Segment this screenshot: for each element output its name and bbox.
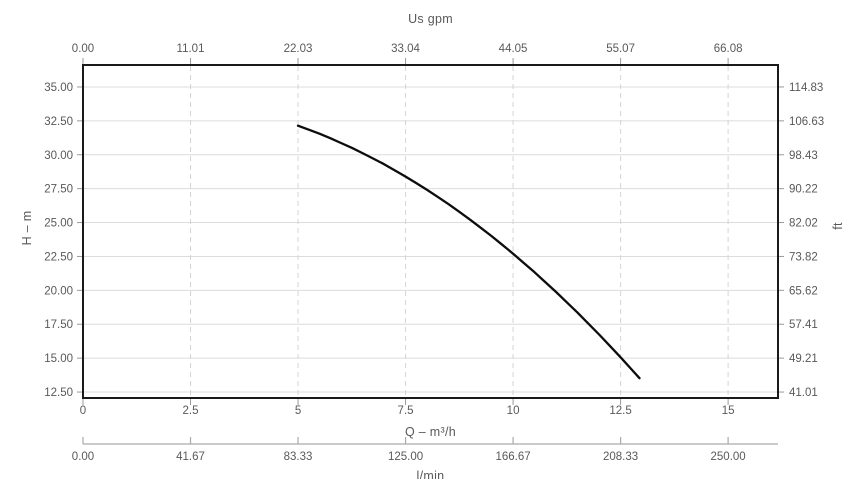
right-tick-label: 114.83: [789, 82, 823, 94]
y-tick-label: 22.50: [44, 251, 73, 263]
right-tick-label: 106.63: [789, 116, 824, 128]
right-tick-label: 98.43: [789, 150, 818, 162]
x-tick-label: 7.5: [398, 405, 414, 417]
x-tick-label: 0: [80, 405, 86, 417]
secondary-x-axis-title: l/min: [416, 469, 445, 479]
right-axis-title: ft: [831, 222, 845, 230]
y-tick-label: 25.00: [44, 218, 73, 230]
secondary-x-tick-label: 0.00: [72, 451, 94, 463]
top-tick-label: 66.08: [714, 43, 743, 55]
x-tick-label: 2.5: [183, 405, 199, 417]
y-tick-label: 15.00: [44, 353, 73, 365]
top-tick-label: 33.04: [391, 43, 420, 55]
left-axis-title: H – m: [20, 210, 34, 246]
x-tick-label: 12.5: [609, 405, 631, 417]
top-axis-title: Us gpm: [408, 12, 453, 26]
y-tick-label: 20.00: [44, 285, 73, 297]
right-tick-label: 65.62: [789, 285, 818, 297]
secondary-x-tick-label: 41.67: [176, 451, 205, 463]
y-tick-label: 32.50: [44, 116, 73, 128]
y-tick-label: 12.50: [44, 387, 73, 399]
x-tick-label: 5: [295, 405, 301, 417]
y-tick-label: 30.00: [44, 150, 73, 162]
right-tick-label: 73.82: [789, 251, 818, 263]
right-tick-label: 49.21: [789, 353, 818, 365]
x-axis-title: Q – m³/h: [404, 425, 457, 439]
y-tick-label: 17.50: [44, 319, 73, 331]
top-tick-label: 0.00: [72, 43, 94, 55]
right-tick-label: 57.41: [789, 319, 818, 331]
secondary-x-tick-label: 208.33: [603, 451, 638, 463]
top-tick-label: 44.05: [499, 43, 528, 55]
secondary-x-tick-label: 250.00: [711, 451, 746, 463]
plot-border: [82, 64, 779, 399]
right-tick-label: 90.22: [789, 184, 818, 196]
y-tick-label: 35.00: [44, 82, 73, 94]
secondary-x-tick-label: 166.67: [495, 451, 530, 463]
secondary-x-tick-label: 83.33: [284, 451, 313, 463]
x-tick-label: 15: [722, 405, 735, 417]
top-tick-label: 11.01: [177, 43, 205, 55]
right-tick-label: 82.02: [789, 218, 818, 230]
pump-curve-line: [296, 124, 641, 380]
top-tick-label: 22.03: [284, 43, 313, 55]
top-tick-label: 55.07: [606, 43, 635, 55]
secondary-x-tick-label: 125.00: [388, 451, 423, 463]
y-tick-label: 27.50: [44, 184, 73, 196]
right-tick-label: 41.01: [789, 387, 818, 399]
x-tick-label: 10: [507, 405, 520, 417]
